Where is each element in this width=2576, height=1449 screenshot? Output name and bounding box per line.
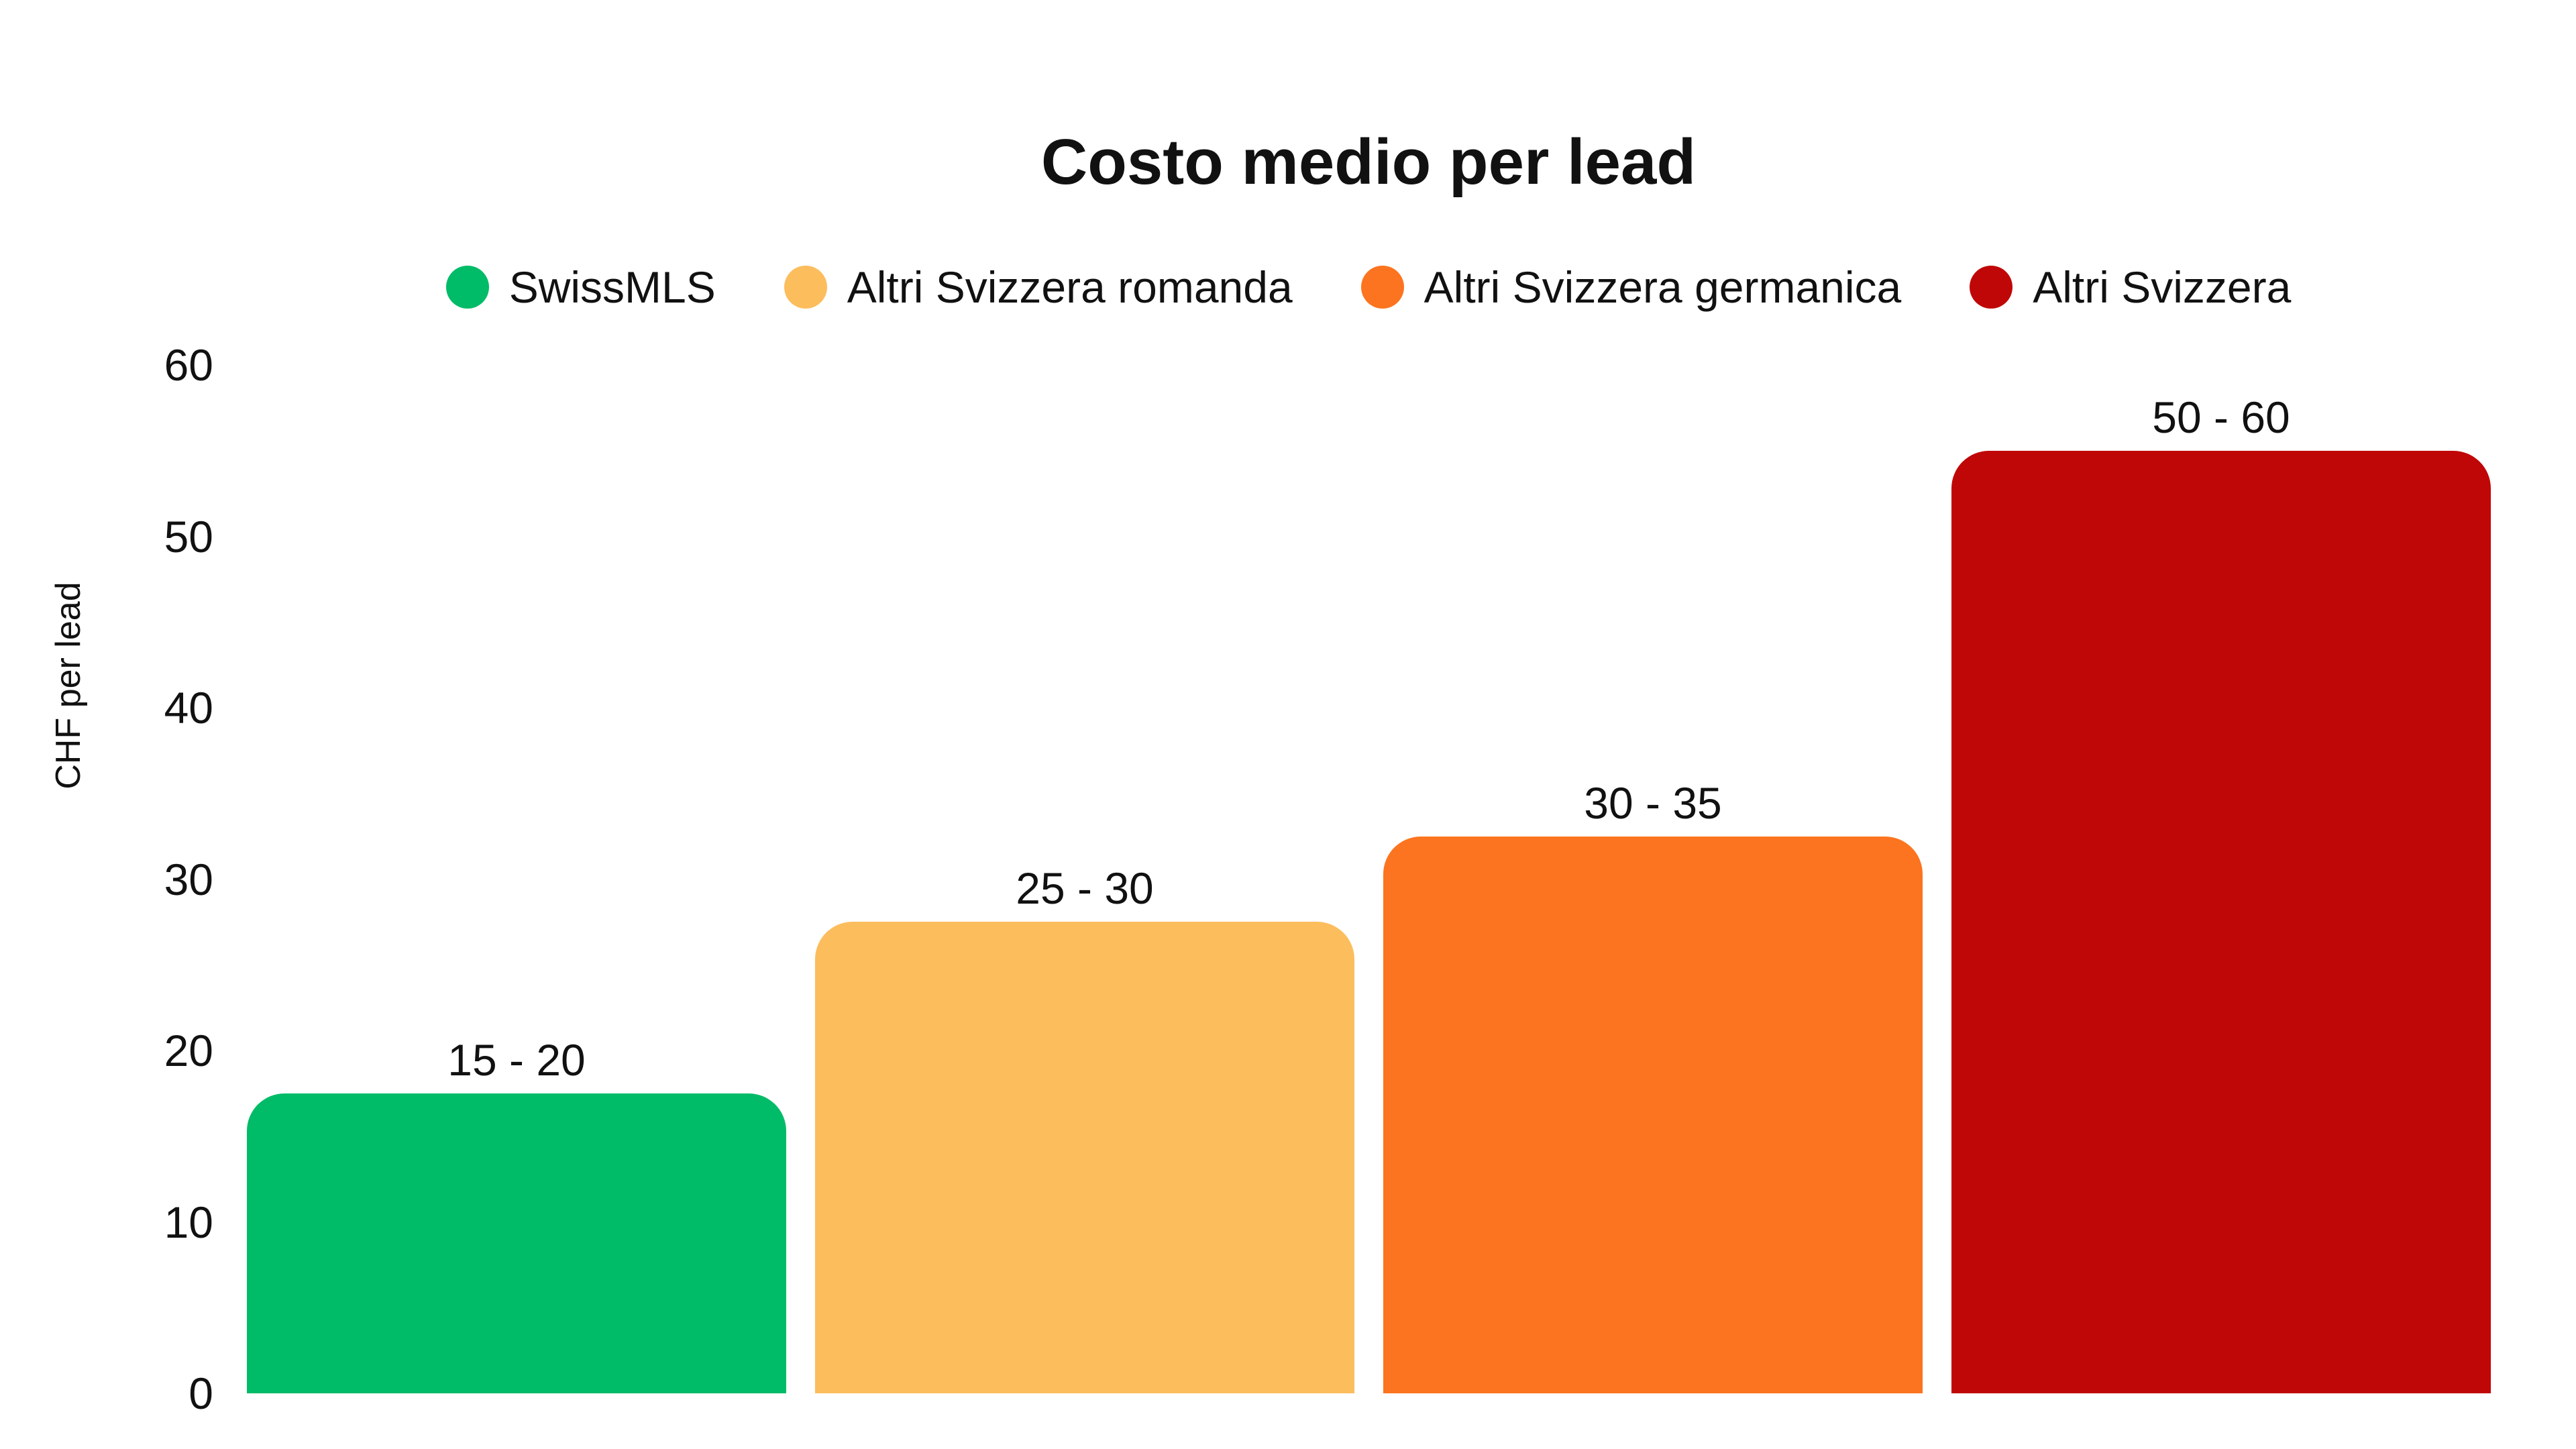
bar-value-label-swissmls: 15 - 20 (447, 1035, 586, 1085)
legend-item-altri-svizzera-romanda: Altri Svizzera romanda (784, 262, 1293, 313)
legend-label: Altri Svizzera (2033, 262, 2292, 312)
legend-dot-icon (1360, 266, 1404, 309)
y-tick-50: 50 (164, 511, 213, 561)
legend-label: SwissMLS (508, 262, 716, 312)
bar-value-label-altri-svizzera-romanda: 25 - 30 (1016, 863, 1154, 913)
legend-dot-icon (445, 266, 489, 309)
legend-item-altri-svizzera-germanica: Altri Svizzera germanica (1360, 262, 1902, 313)
legend-item-altri-svizzera: Altri Svizzera (1970, 262, 2291, 313)
y-tick-60: 60 (164, 340, 213, 390)
bar-swissmls (247, 1093, 786, 1393)
y-tick-40: 40 (164, 683, 213, 733)
legend-dot-icon (1970, 266, 2013, 309)
bar-altri-svizzera-romanda (815, 922, 1354, 1393)
bar-altri-svizzera (1951, 451, 2491, 1393)
legend-label: Altri Svizzera germanica (1424, 262, 1902, 312)
legend: SwissMLS Altri Svizzera romanda Altri Sviz… (247, 262, 2490, 313)
bar-altri-svizzera-germanica (1383, 837, 1923, 1393)
legend-dot-icon (784, 266, 827, 309)
legend-item-swissmls: SwissMLS (445, 262, 716, 313)
bar-value-label-altri-svizzera: 50 - 60 (2152, 392, 2290, 442)
y-tick-30: 30 (164, 854, 213, 904)
y-tick-20: 20 (164, 1026, 213, 1075)
y-tick-10: 10 (164, 1197, 213, 1247)
chart-title: Costo medio per lead (1040, 126, 1697, 198)
legend-label: Altri Svizzera romanda (847, 262, 1293, 312)
y-tick-0: 0 (189, 1368, 213, 1418)
bar-value-label-altri-svizzera-germanica: 30 - 35 (1584, 778, 1722, 828)
